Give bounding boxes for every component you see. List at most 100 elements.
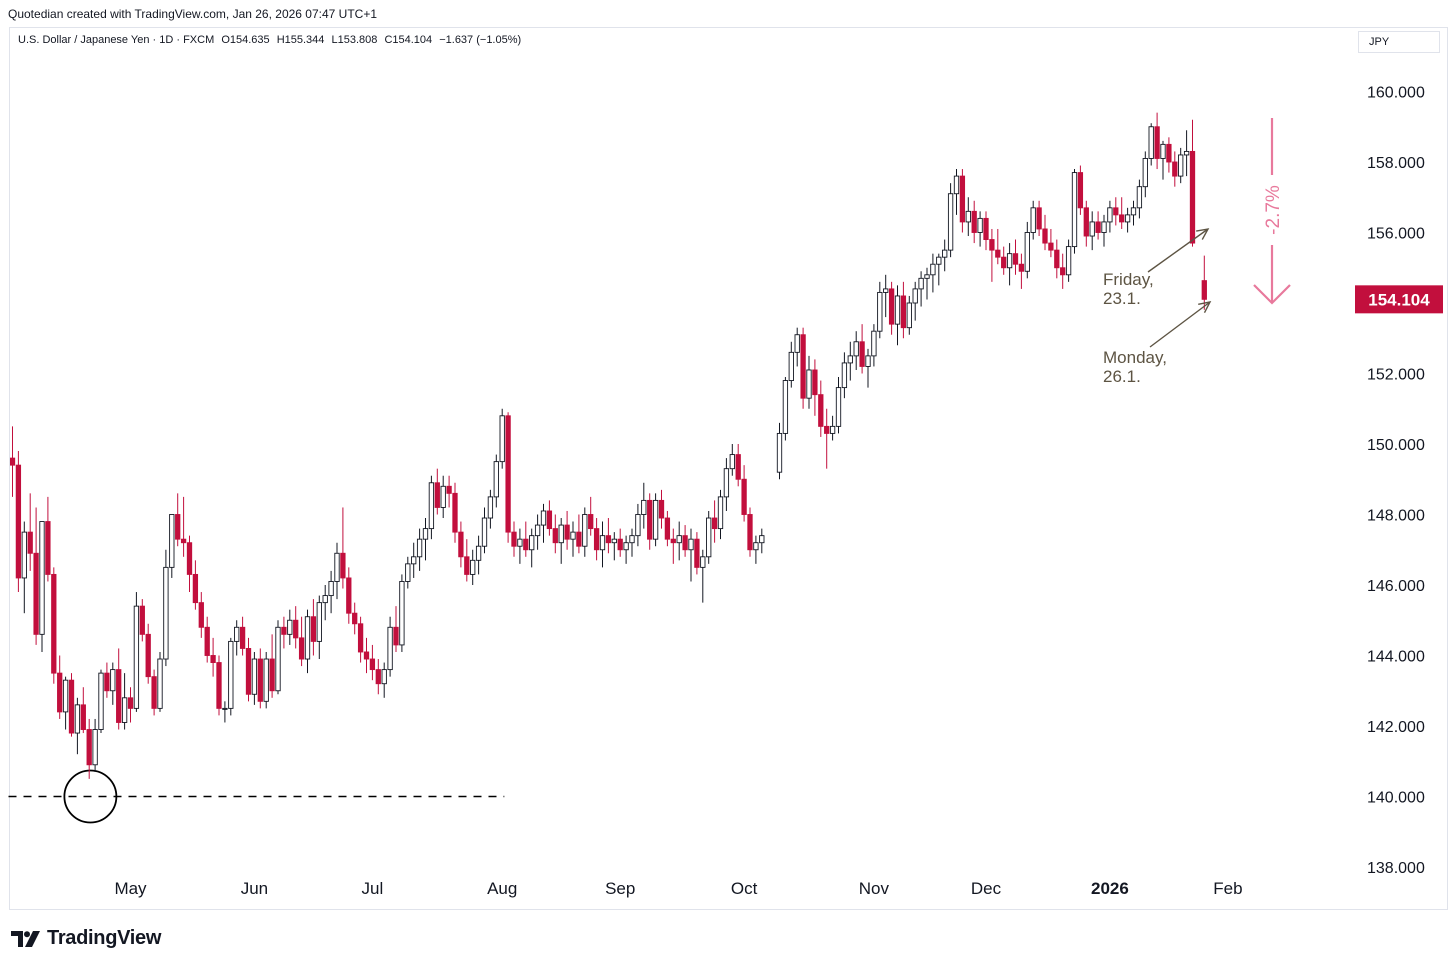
- candle-body: [1077, 172, 1084, 209]
- legend-change: −1.637 (−1.05%): [439, 34, 522, 46]
- candle-body: [1006, 253, 1013, 269]
- candle-body: [45, 521, 51, 575]
- current-price-label: 154.104: [1368, 290, 1430, 309]
- y-tick-label: 148.000: [1367, 508, 1425, 525]
- candle-body: [841, 362, 848, 389]
- candle-body: [1107, 207, 1113, 223]
- candle-body: [1178, 154, 1184, 177]
- brand-name: TradingView: [47, 927, 162, 949]
- candle-body: [139, 605, 145, 635]
- candle-body: [959, 175, 966, 223]
- x-tick-label: Nov: [859, 879, 890, 898]
- candle-body: [936, 256, 942, 265]
- candle-body: [422, 528, 429, 540]
- candle-body: [275, 626, 281, 692]
- candle-body: [1189, 150, 1196, 244]
- candle-body: [234, 626, 240, 642]
- candle-body: [493, 461, 499, 498]
- candle-body: [381, 669, 387, 685]
- candle-body: [918, 277, 924, 290]
- candle-body: [682, 535, 688, 551]
- y-tick-label: 150.000: [1367, 437, 1425, 454]
- candle-body: [487, 496, 494, 519]
- monday-arrow-head: [1198, 301, 1212, 313]
- candle-body: [393, 626, 399, 646]
- candle-body: [800, 334, 806, 399]
- candle-body: [894, 295, 901, 325]
- candle-body: [706, 517, 712, 558]
- symbol-legend: U.S. Dollar / Japanese Yen · 1D · FXCM O…: [18, 34, 521, 46]
- y-tick-label: 158.000: [1367, 155, 1425, 172]
- y-tick-label: 146.000: [1367, 578, 1425, 595]
- candle-body: [847, 355, 853, 364]
- candle-body: [216, 662, 222, 709]
- candle-body: [558, 524, 564, 544]
- candle-body: [1071, 172, 1078, 248]
- candle-body: [287, 619, 293, 635]
- candle-body: [629, 535, 635, 544]
- chart-frame: [9, 27, 1448, 910]
- candle-body: [434, 482, 440, 508]
- friday-arrow: [1147, 228, 1209, 273]
- candle-body: [664, 517, 671, 540]
- candle-body: [540, 510, 547, 526]
- candle-body: [399, 581, 405, 646]
- candle-body: [806, 369, 812, 399]
- candle-body: [169, 514, 175, 568]
- candle-body: [853, 341, 859, 357]
- candle-body: [611, 538, 617, 544]
- candle-body: [900, 295, 907, 329]
- candle-body: [511, 531, 517, 547]
- y-tick-label: 140.000: [1367, 790, 1425, 807]
- candle-body: [1095, 221, 1101, 233]
- x-tick-label: Sep: [605, 879, 635, 898]
- candle-body: [1030, 207, 1036, 233]
- candle-body: [741, 478, 747, 515]
- candle-body: [163, 566, 169, 660]
- candle-body: [971, 210, 977, 233]
- candle-body: [711, 517, 718, 530]
- candle-body: [475, 545, 482, 561]
- currency-selector[interactable]: JPY: [1358, 31, 1440, 53]
- candle-body: [995, 249, 1001, 258]
- candle-body: [747, 514, 753, 551]
- candle-body: [652, 499, 659, 540]
- candle-body: [1172, 161, 1178, 177]
- candle-body: [446, 485, 452, 494]
- candle-body: [440, 485, 446, 508]
- candle-body: [281, 626, 287, 635]
- candle-body: [953, 175, 960, 195]
- candle-body: [293, 619, 299, 639]
- candle-body: [1018, 263, 1025, 272]
- candle-body: [735, 454, 741, 480]
- candle-body: [1024, 232, 1030, 272]
- candle-body: [298, 637, 305, 660]
- candle-body: [104, 672, 110, 692]
- candle-body: [251, 658, 258, 695]
- candle-body: [316, 602, 322, 642]
- candle-body: [340, 552, 346, 579]
- tradingview-logo[interactable]: TradingView: [11, 927, 161, 950]
- candle-body: [871, 330, 877, 357]
- candle-body: [151, 676, 157, 709]
- candle-body: [1089, 221, 1095, 237]
- x-tick-label: 2026: [1091, 879, 1129, 898]
- tradingview-logo-icon: [11, 930, 40, 947]
- candle-body: [829, 425, 836, 434]
- candle-body: [818, 394, 824, 427]
- candle-body: [942, 249, 948, 258]
- candle-body: [1048, 242, 1054, 251]
- candle-body: [346, 577, 352, 614]
- candle-body: [529, 535, 535, 551]
- candle-body: [1001, 256, 1007, 269]
- candle-body: [1124, 214, 1131, 223]
- candle-body: [304, 616, 311, 660]
- candle-body: [505, 415, 511, 533]
- candle-body: [694, 538, 700, 568]
- candle-body: [658, 499, 665, 519]
- candle-body: [523, 538, 529, 551]
- candle-body: [1154, 126, 1160, 159]
- candle-body: [924, 274, 930, 279]
- candle-body: [888, 288, 895, 325]
